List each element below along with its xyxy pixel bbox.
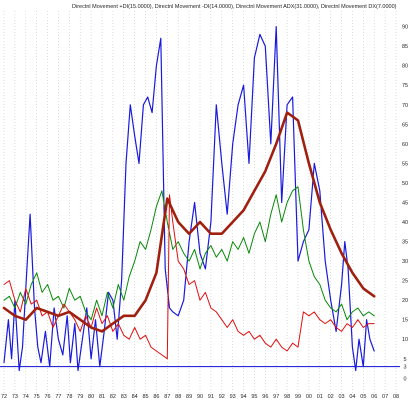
y-tick-label: 0 [403, 376, 406, 382]
x-tick-label: 87 [164, 394, 170, 400]
x-tick-label: 78 [66, 394, 72, 400]
y-tick-label: 35 [402, 240, 408, 246]
grid [3, 11, 397, 394]
x-tick-label: 96 [262, 394, 268, 400]
x-tick-label: 05 [360, 394, 366, 400]
x-tick-label: 92 [219, 394, 225, 400]
y-tick-label: 90 [402, 25, 408, 31]
x-tick-label: 82 [110, 394, 116, 400]
x-tick-label: 07 [382, 394, 388, 400]
chart-legend: Directnl Movement +DI(15.0000), Directnl… [72, 4, 397, 10]
x-tick-label: 79 [77, 394, 83, 400]
y-tick-label: 30 [402, 259, 408, 265]
y-tick-label: 70 [402, 103, 408, 109]
y-tick-label: 60 [402, 142, 408, 148]
y-tick-label: 65 [402, 122, 408, 128]
x-tick-label: 03 [338, 394, 344, 400]
x-tick-label: 80 [88, 394, 94, 400]
y-tick-label: 10 [402, 337, 408, 343]
x-tick-label: 91 [208, 394, 214, 400]
x-tick-label: 86 [153, 394, 159, 400]
x-axis-ticks: 72 73 74 75 76 77 78 79 80 81 82 83 84 85 86 87 88 89 90 91… [1, 394, 399, 400]
y-tick-label: 3 [403, 365, 406, 371]
x-tick-label: 02 [328, 394, 334, 400]
x-tick-label: 06 [371, 394, 377, 400]
x-tick-label: 95 [251, 394, 257, 400]
x-tick-label: 98 [284, 394, 290, 400]
x-tick-label: 89 [186, 394, 192, 400]
y-tick-label: 20 [402, 298, 408, 304]
x-tick-label: 01 [317, 394, 323, 400]
x-tick-label: 83 [121, 394, 127, 400]
x-tick-label: 75 [34, 394, 40, 400]
x-tick-label: 97 [273, 394, 279, 400]
y-tick-label: 15 [402, 318, 408, 324]
y-tick-label: 45 [402, 200, 408, 206]
x-tick-label: 84 [132, 394, 138, 400]
y-tick-label: 85 [402, 44, 408, 50]
x-tick-label: 99 [295, 394, 301, 400]
series-line-di [3, 186, 375, 321]
x-tick-label: 81 [99, 394, 105, 400]
y-tick-label: 5 [403, 357, 406, 363]
y-tick-label: 80 [402, 64, 408, 70]
x-tick-label: 94 [240, 394, 246, 400]
y-tick-label: 55 [402, 161, 408, 167]
x-tick-label: 90 [197, 394, 203, 400]
y-tick-label: 40 [402, 220, 408, 226]
x-tick-label: 93 [230, 394, 236, 400]
x-tick-label: 00 [306, 394, 312, 400]
y-tick-label: 50 [402, 181, 408, 187]
series-line-dx [3, 26, 375, 372]
x-tick-label: 08 [393, 394, 399, 400]
series-line-di [3, 194, 375, 360]
x-tick-label: 88 [175, 394, 181, 400]
x-tick-label: 04 [349, 394, 355, 400]
x-tick-label: 73 [12, 394, 18, 400]
series-line-adx [2, 111, 376, 333]
y-tick-label: 25 [402, 279, 408, 285]
x-tick-label: 72 [1, 394, 7, 400]
y-tick-label: 75 [402, 83, 408, 89]
x-tick-label: 77 [55, 394, 61, 400]
x-tick-label: 76 [44, 394, 50, 400]
x-tick-label: 85 [142, 394, 148, 400]
x-tick-label: 74 [23, 394, 29, 400]
series-layer [0, 26, 400, 372]
